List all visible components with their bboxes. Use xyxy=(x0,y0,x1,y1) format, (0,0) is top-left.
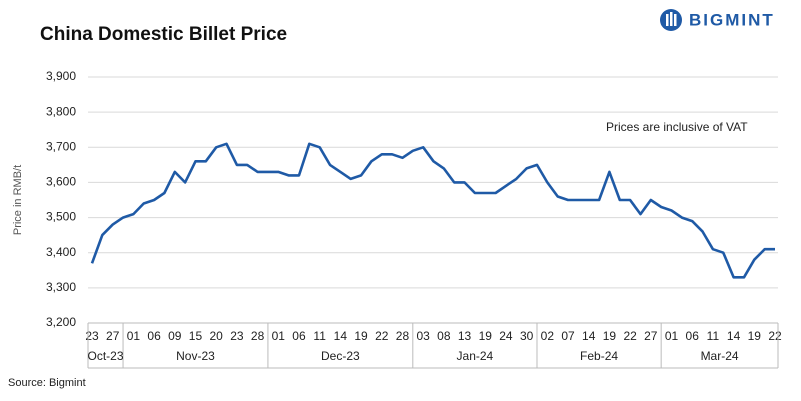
y-tick-label: 3,200 xyxy=(46,315,76,329)
x-tick-label: 27 xyxy=(644,329,658,343)
x-tick-label: 30 xyxy=(520,329,534,343)
y-tick-label: 3,700 xyxy=(46,139,76,153)
y-tick-label: 3,400 xyxy=(46,245,76,259)
month-label: Oct-23 xyxy=(88,349,124,363)
y-tick-label: 3,800 xyxy=(46,104,76,118)
logo-icon-bar xyxy=(674,14,677,26)
logo: BIGMINT xyxy=(660,9,775,31)
x-tick-label: 27 xyxy=(106,329,120,343)
logo-icon-bar xyxy=(670,12,673,26)
x-tick-label: 06 xyxy=(147,329,161,343)
x-tick-label: 11 xyxy=(313,329,326,343)
x-tick-label: 11 xyxy=(707,329,720,343)
x-tick-label: 14 xyxy=(582,329,596,343)
x-tick-label: 19 xyxy=(354,329,368,343)
x-tick-label: 22 xyxy=(375,329,389,343)
price-line xyxy=(90,142,775,279)
x-tick-label: 07 xyxy=(561,329,575,343)
x-tick-label: 19 xyxy=(603,329,617,343)
x-tick-label: 28 xyxy=(251,329,265,343)
x-tick-label: 19 xyxy=(748,329,762,343)
x-tick-label: 20 xyxy=(210,329,224,343)
x-tick-label: 14 xyxy=(727,329,741,343)
x-tick-label: 23 xyxy=(85,329,99,343)
x-tick-label: 01 xyxy=(665,329,679,343)
month-label: Jan-24 xyxy=(457,349,494,363)
x-tick-label: 06 xyxy=(686,329,700,343)
month-label: Feb-24 xyxy=(580,349,618,363)
x-tick-label: 15 xyxy=(189,329,203,343)
y-tick-label: 3,900 xyxy=(46,69,76,83)
month-label: Mar-24 xyxy=(701,349,739,363)
month-label: Nov-23 xyxy=(176,349,215,363)
x-tick-label: 23 xyxy=(230,329,244,343)
x-tick-label: 01 xyxy=(127,329,141,343)
x-tick-label: 19 xyxy=(479,329,493,343)
x-tick-label: 08 xyxy=(437,329,451,343)
x-tick-label: 22 xyxy=(623,329,637,343)
x-tick-label: 22 xyxy=(768,329,782,343)
x-tick-label: 09 xyxy=(168,329,182,343)
y-tick-label: 3,500 xyxy=(46,210,76,224)
x-tick-label: 01 xyxy=(272,329,286,343)
brand: BIGMINT xyxy=(689,10,775,29)
x-tick-label: 03 xyxy=(416,329,430,343)
x-tick-label: 06 xyxy=(292,329,306,343)
y-axis-label: Price in RMB/t xyxy=(12,165,24,235)
x-tick-label: 14 xyxy=(334,329,348,343)
x-tick-label: 02 xyxy=(541,329,555,343)
chart-title: China Domestic Billet Price xyxy=(40,24,287,45)
y-tick-label: 3,600 xyxy=(46,175,76,189)
y-tick-label: 3,300 xyxy=(46,280,76,294)
source: Source: Bigmint xyxy=(8,377,86,389)
annotation: Prices are inclusive of VAT xyxy=(606,120,748,134)
logo-icon-bar xyxy=(666,14,669,26)
x-tick-label: 13 xyxy=(458,329,472,343)
x-tick-label: 28 xyxy=(396,329,410,343)
month-label: Dec-23 xyxy=(321,349,360,363)
x-tick-label: 24 xyxy=(499,329,513,343)
